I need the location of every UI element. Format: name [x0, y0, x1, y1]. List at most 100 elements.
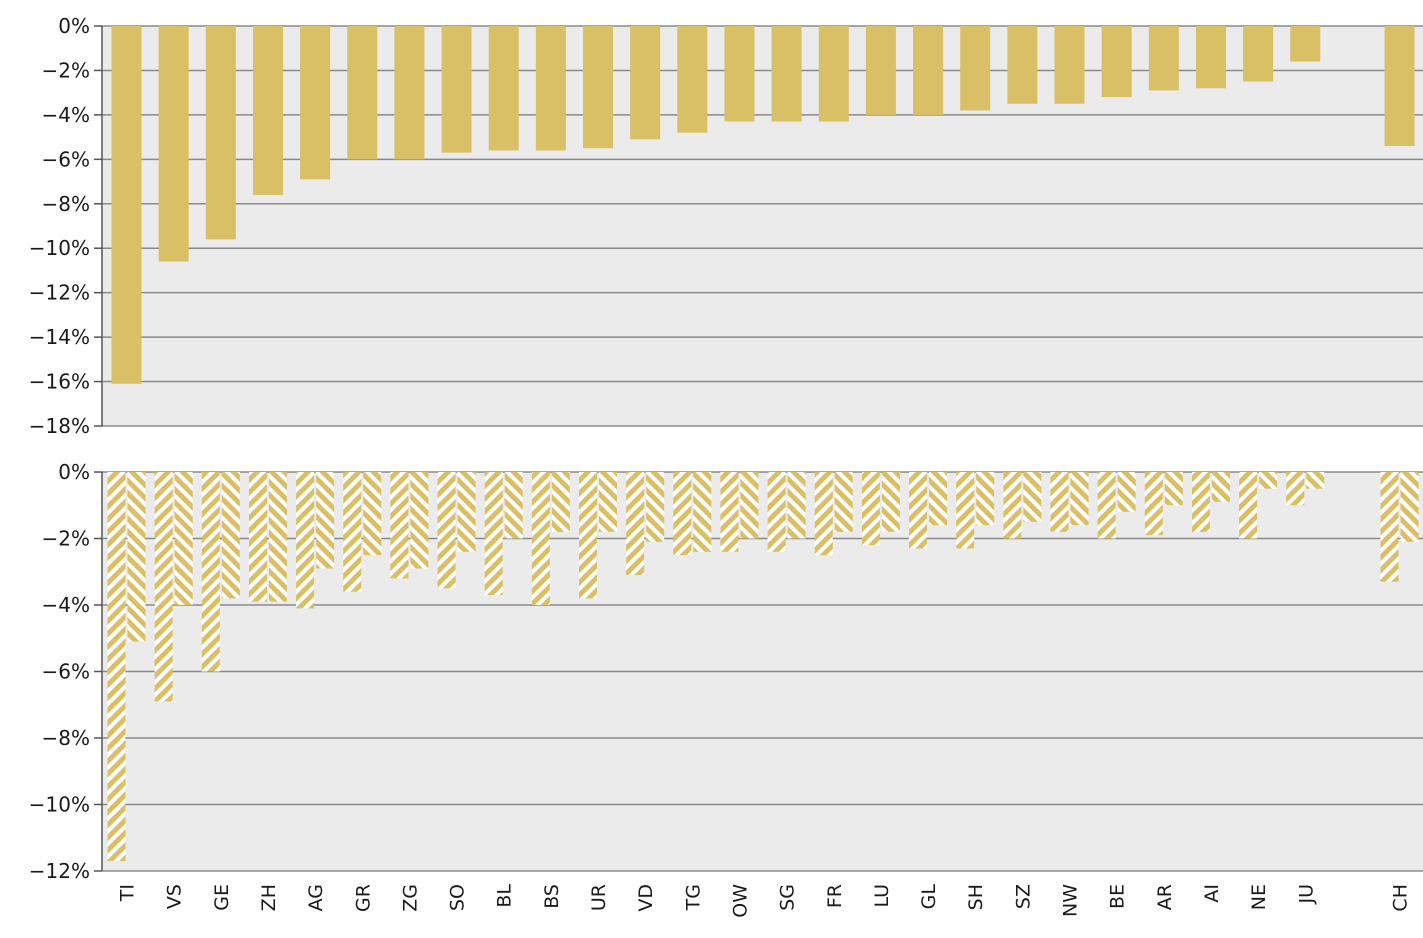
bottom-bar-zh-1 — [248, 472, 267, 602]
category-label-zg: ZG — [399, 884, 421, 912]
bottom-bar-lu-1 — [861, 472, 880, 546]
bottom-bar-sh-1 — [956, 472, 975, 549]
bottom-y-tick-label: −2% — [42, 527, 91, 551]
top-bar-ch — [1384, 26, 1415, 146]
bottom-bar-bs-2 — [551, 472, 570, 532]
bottom-bar-sz-1 — [1003, 472, 1022, 539]
category-label-gr: GR — [352, 884, 374, 912]
bottom-bar-ag-2 — [316, 472, 335, 569]
bottom-bar-be-2 — [1117, 472, 1136, 512]
bottom-bar-ai-2 — [1211, 472, 1230, 502]
bottom-bar-ow-1 — [720, 472, 739, 552]
bottom-bar-ar-1 — [1144, 472, 1163, 536]
category-label-bl: BL — [494, 884, 516, 908]
top-bar-nw — [1054, 26, 1085, 104]
category-label-ch: CH — [1390, 884, 1412, 912]
bottom-bar-tg-1 — [673, 472, 692, 556]
top-bar-bl — [488, 26, 519, 151]
top-y-tick-label: 0% — [58, 14, 90, 38]
top-y-tick-label: −2% — [42, 58, 91, 82]
top-bar-fr — [818, 26, 849, 122]
category-label-ag: AG — [305, 884, 327, 911]
bottom-panel: 0% −2% −4% −6% −8% −10% −12% — [29, 460, 1423, 883]
bottom-bar-lu-2 — [881, 472, 900, 532]
bottom-bar-ge-2 — [221, 472, 240, 599]
bottom-bar-ne-2 — [1259, 472, 1278, 489]
bottom-y-tick-label: −10% — [29, 793, 90, 817]
bottom-bar-gr-2 — [363, 472, 382, 556]
top-bar-ur — [583, 26, 613, 149]
top-bar-vs — [158, 26, 189, 262]
top-bar-ow — [724, 26, 755, 122]
bottom-bar-ag-1 — [296, 472, 315, 609]
top-bar-ag — [300, 26, 331, 180]
top-bar-ne — [1243, 26, 1274, 82]
top-y-tick-label: −8% — [42, 192, 91, 216]
top-y-tick-label: −6% — [42, 147, 91, 171]
top-y-tick-label: −12% — [29, 281, 90, 305]
category-label-fr: FR — [824, 884, 846, 908]
top-bar-sh — [960, 26, 991, 111]
top-bar-ar — [1148, 26, 1179, 91]
bottom-bar-nw-1 — [1050, 472, 1069, 532]
bottom-y-tick-label: −6% — [42, 660, 91, 684]
category-label-ne: NE — [1248, 884, 1270, 910]
bottom-bar-ge-1 — [201, 472, 220, 672]
category-label-tg: TG — [682, 884, 704, 911]
bottom-bar-vd-2 — [646, 472, 665, 542]
bottom-bar-so-2 — [457, 472, 476, 552]
category-label-ow: OW — [729, 884, 751, 918]
bottom-bar-sh-2 — [976, 472, 995, 526]
top-panel: 0% −2% −4% −6% −8% −10% −12% −14% −16% −18% — [29, 14, 1423, 438]
category-label-gl: GL — [918, 884, 940, 910]
bottom-bar-ne-1 — [1239, 472, 1258, 539]
bottom-bar-vs-2 — [174, 472, 193, 605]
bottom-y-tick-label: −4% — [42, 593, 91, 617]
category-label-ti: TI — [117, 884, 139, 902]
category-label-so: SO — [447, 884, 469, 911]
bottom-bar-be-1 — [1097, 472, 1116, 539]
top-bar-tg — [677, 26, 708, 133]
bottom-bar-ti-2 — [127, 472, 146, 642]
top-bar-sg — [771, 26, 802, 122]
bottom-bar-vd-1 — [626, 472, 645, 576]
bottom-bar-gl-1 — [909, 472, 928, 549]
bottom-bar-zg-2 — [410, 472, 429, 569]
bottom-bar-ur-2 — [599, 472, 617, 532]
bottom-y-tick-label: −12% — [29, 859, 90, 883]
bottom-bar-ti-1 — [107, 472, 126, 862]
category-label-ur: UR — [588, 884, 610, 911]
bottom-bar-gr-1 — [343, 472, 362, 592]
bottom-bar-ju-1 — [1286, 472, 1305, 506]
top-bar-gr — [347, 26, 378, 160]
top-y-tick-label: −10% — [29, 236, 90, 260]
category-label-vd: VD — [635, 884, 657, 912]
bottom-bar-ju-2 — [1306, 472, 1325, 489]
category-label-ju: JU — [1295, 884, 1317, 905]
category-label-zh: ZH — [258, 884, 280, 911]
bottom-bar-zg-1 — [390, 472, 409, 579]
bottom-bar-bs-1 — [531, 472, 550, 605]
bottom-bar-zh-2 — [268, 472, 287, 602]
bottom-bar-fr-2 — [834, 472, 853, 532]
category-label-sh: SH — [965, 884, 987, 910]
top-bar-bs — [535, 26, 566, 151]
top-bar-ju — [1290, 26, 1321, 62]
category-label-sg: SG — [777, 884, 799, 911]
bottom-bar-ar-2 — [1164, 472, 1183, 506]
bottom-bar-nw-2 — [1070, 472, 1089, 526]
category-label-ar: AR — [1154, 884, 1176, 910]
top-bar-so — [441, 26, 472, 153]
category-label-nw: NW — [1060, 884, 1082, 917]
bottom-bar-sz-2 — [1023, 472, 1042, 522]
category-label-ai: AI — [1201, 884, 1223, 903]
category-label-ge: GE — [211, 884, 233, 911]
top-bar-zg — [394, 26, 425, 160]
top-bar-zh — [252, 26, 283, 195]
bottom-y-tick-label: 0% — [58, 460, 90, 484]
bottom-bar-sg-2 — [787, 472, 806, 539]
bottom-y-tick-label: −8% — [42, 726, 91, 750]
top-y-tick-label: −16% — [29, 370, 90, 394]
category-label-sz: SZ — [1012, 884, 1034, 909]
